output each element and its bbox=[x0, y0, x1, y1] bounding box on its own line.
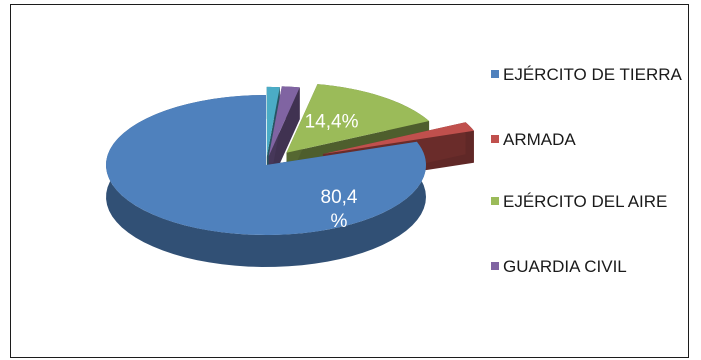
legend-swatch-ejercito-del-aire bbox=[491, 197, 499, 205]
pie-label-ejercito-de-tierra: 80,4% bbox=[321, 187, 358, 232]
legend-label-armada: ARMADA bbox=[503, 130, 576, 149]
legend-swatch-armada bbox=[491, 135, 499, 143]
legend-item-ejercito-del-aire: EJÉRCITO DEL AIRE bbox=[491, 190, 683, 214]
legend-label-ejercito-de-tierra: EJÉRCITO DE TIERRA bbox=[503, 65, 682, 84]
legend-swatch-guardia-civil bbox=[491, 262, 499, 270]
pie-slice-guardia-civil bbox=[268, 86, 300, 189]
chart-frame: 80,4% 14,4% EJÉRCITO DE TIERRA ARMADA EJÉ… bbox=[10, 4, 689, 358]
pie-chart: 80,4 % 14,4% bbox=[105, 84, 474, 267]
legend-swatch-ejercito-de-tierra bbox=[491, 70, 499, 78]
legend-label-guardia-civil: GUARDIA CIVIL bbox=[503, 257, 627, 276]
pie-label-ejercito-del-aire: 14,4% bbox=[305, 111, 359, 132]
legend-label-ejercito-del-aire: EJÉRCITO DEL AIRE bbox=[503, 192, 668, 211]
legend-item-ejercito-de-tierra: EJÉRCITO DE TIERRA bbox=[491, 63, 683, 87]
pie-slice-ejercito-de-tierra bbox=[105, 95, 427, 267]
legend-item-guardia-civil: GUARDIA CIVIL bbox=[491, 255, 683, 279]
legend-item-armada: ARMADA bbox=[491, 128, 683, 152]
